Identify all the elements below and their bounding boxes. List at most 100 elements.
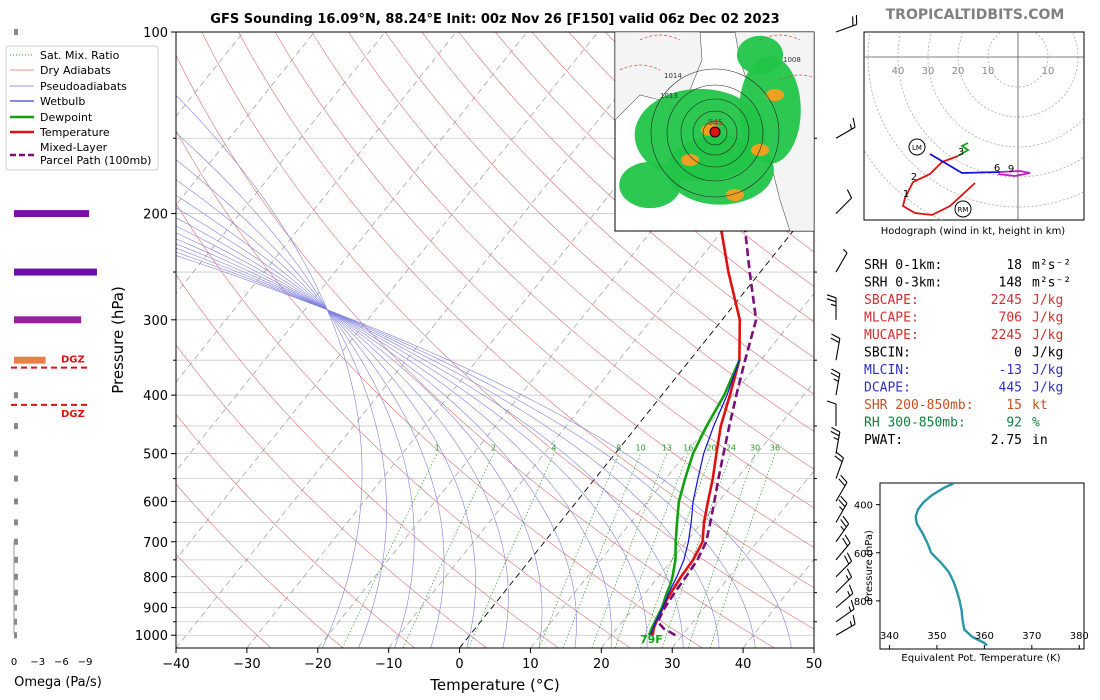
theta-content xyxy=(914,483,988,647)
omega-tick-label: −3 xyxy=(30,657,45,668)
wind-barbs xyxy=(826,14,858,636)
dry-adiabat xyxy=(384,32,814,432)
mixing-ratio-line xyxy=(341,453,438,648)
pseudoadiabat xyxy=(176,232,612,648)
x-tick-label: −20 xyxy=(304,657,331,672)
wind-barb xyxy=(835,117,856,139)
index-unit: kt xyxy=(1032,398,1048,413)
x-tick-label: −40 xyxy=(162,657,189,672)
index-label: SHR 200-850mb: xyxy=(864,398,974,413)
mixing-ratio-label: 20 xyxy=(706,444,716,453)
wind-barb xyxy=(835,248,848,273)
mixing-ratio-line xyxy=(468,453,555,648)
precip-area xyxy=(619,161,681,209)
index-label: MLCAPE: xyxy=(864,311,919,326)
index-label: SBCAPE: xyxy=(864,293,919,308)
dry-adiabat xyxy=(421,32,814,395)
isobar-contour xyxy=(666,84,764,182)
mixing-ratio-label: 10 xyxy=(636,444,646,453)
index-unit: J/kg xyxy=(1032,293,1063,308)
mixing-ratio-label: 8 xyxy=(616,444,621,453)
y-tick-label: 1000 xyxy=(135,629,168,644)
index-label: SRH 0-3km: xyxy=(864,276,942,291)
y-tick-label: 100 xyxy=(143,26,168,41)
lm-marker xyxy=(908,138,926,156)
omega-bar xyxy=(14,450,18,457)
series-dewpoint xyxy=(647,359,741,636)
index-unit: J/kg xyxy=(1032,328,1063,343)
x-axis-label: Temperature (°C) xyxy=(429,676,559,694)
mixing-ratio-line xyxy=(709,453,776,648)
pseudoadiabat xyxy=(176,225,577,648)
heavy-precip-cell xyxy=(766,89,784,101)
mixing-ratio-label: 13 xyxy=(662,444,672,453)
legend: Sat. Mix. Ratio Dry Adiabats Pseudoadiab… xyxy=(5,45,159,171)
y-tick-label: 800 xyxy=(143,571,168,586)
dry-adiabat xyxy=(176,274,559,648)
pseudoadiabat xyxy=(176,247,720,648)
wind-barb xyxy=(834,451,845,479)
isotherm xyxy=(246,32,740,648)
isotherm xyxy=(671,470,814,648)
theta-y-tick-label: 800 xyxy=(854,597,873,608)
pseudoadiabat xyxy=(176,159,415,648)
omega-bar xyxy=(14,316,82,324)
index-unit: J/kg xyxy=(1032,346,1063,361)
skewt-frame xyxy=(175,31,815,649)
omega-bar xyxy=(14,498,18,505)
index-value: 2245 xyxy=(991,328,1022,343)
mixing-ratio-line xyxy=(687,453,756,648)
mixing-ratio-label: 30 xyxy=(750,444,760,453)
x-tick-label: −10 xyxy=(375,657,402,672)
omega-bar xyxy=(14,519,18,526)
omega-bar xyxy=(14,29,18,35)
legend-dry-adiabats: Dry Adiabats xyxy=(40,64,111,77)
isotherm xyxy=(176,32,457,383)
omega-tick-label: 0 xyxy=(11,657,17,668)
index-label: PWAT: xyxy=(864,433,903,448)
legend-pseudoadiabats: Pseudoadiabats xyxy=(40,80,127,93)
wind-barb xyxy=(835,534,851,561)
isotherm xyxy=(176,32,670,648)
x-tick-label: 40 xyxy=(735,657,752,672)
wind-barb xyxy=(830,333,841,361)
omega-bar xyxy=(14,604,17,611)
omega-bar xyxy=(14,268,97,276)
legend-dewpoint: Dewpoint xyxy=(40,111,93,124)
index-unit: J/kg xyxy=(1032,363,1063,378)
hodograph: 40 30 20 10 10 12 3 6 9 LM RM xyxy=(863,31,1085,221)
omega-tick-label: −6 xyxy=(54,657,69,668)
omega-bar xyxy=(14,475,18,482)
hodograph-ring-label: 40 xyxy=(892,66,905,77)
hodograph-frame xyxy=(863,31,1085,221)
omega-bar xyxy=(14,210,90,218)
omega-plot: DGZ DGZ 0 −3 −6 −9 xyxy=(11,29,97,668)
hodograph-height-label: 3 xyxy=(958,147,964,158)
index-unit: J/kg xyxy=(1032,311,1063,326)
indices-table: SRH 0-1km: 18 m²s⁻² SRH 0-3km: 148 m²s⁻² SBCAP… xyxy=(864,258,1071,448)
wind-barb xyxy=(835,14,858,33)
x-tick-label: −30 xyxy=(233,657,260,672)
y-tick-label: 700 xyxy=(143,536,168,551)
isobar-contour xyxy=(650,68,780,198)
wind-barb xyxy=(835,552,853,578)
theta-y-tick-label: 400 xyxy=(854,501,873,512)
hodo-segment-0-1km xyxy=(901,182,976,216)
index-value: 0 xyxy=(1014,346,1022,361)
index-unit: m²s⁻² xyxy=(1032,276,1071,291)
theta-e-plot: 340 350 360 370 380 400 600 800 xyxy=(854,482,1089,650)
theta-x-tick-label: 360 xyxy=(975,631,994,642)
dgz-label: DGZ xyxy=(61,409,85,420)
dry-adiabat xyxy=(311,32,814,509)
wind-barb xyxy=(835,474,848,502)
x-tick-label: 50 xyxy=(806,657,823,672)
isotherm xyxy=(601,381,814,648)
pseudoadiabat xyxy=(176,217,543,648)
hodograph-content: 40 30 20 10 10 12 3 6 9 LM RM xyxy=(864,32,1084,220)
isobar-contour xyxy=(692,110,738,156)
index-label: SBCIN: xyxy=(864,346,911,361)
dry-adiabat xyxy=(495,32,814,323)
y-tick-label: 600 xyxy=(143,495,168,510)
isobar-contour xyxy=(702,120,728,146)
